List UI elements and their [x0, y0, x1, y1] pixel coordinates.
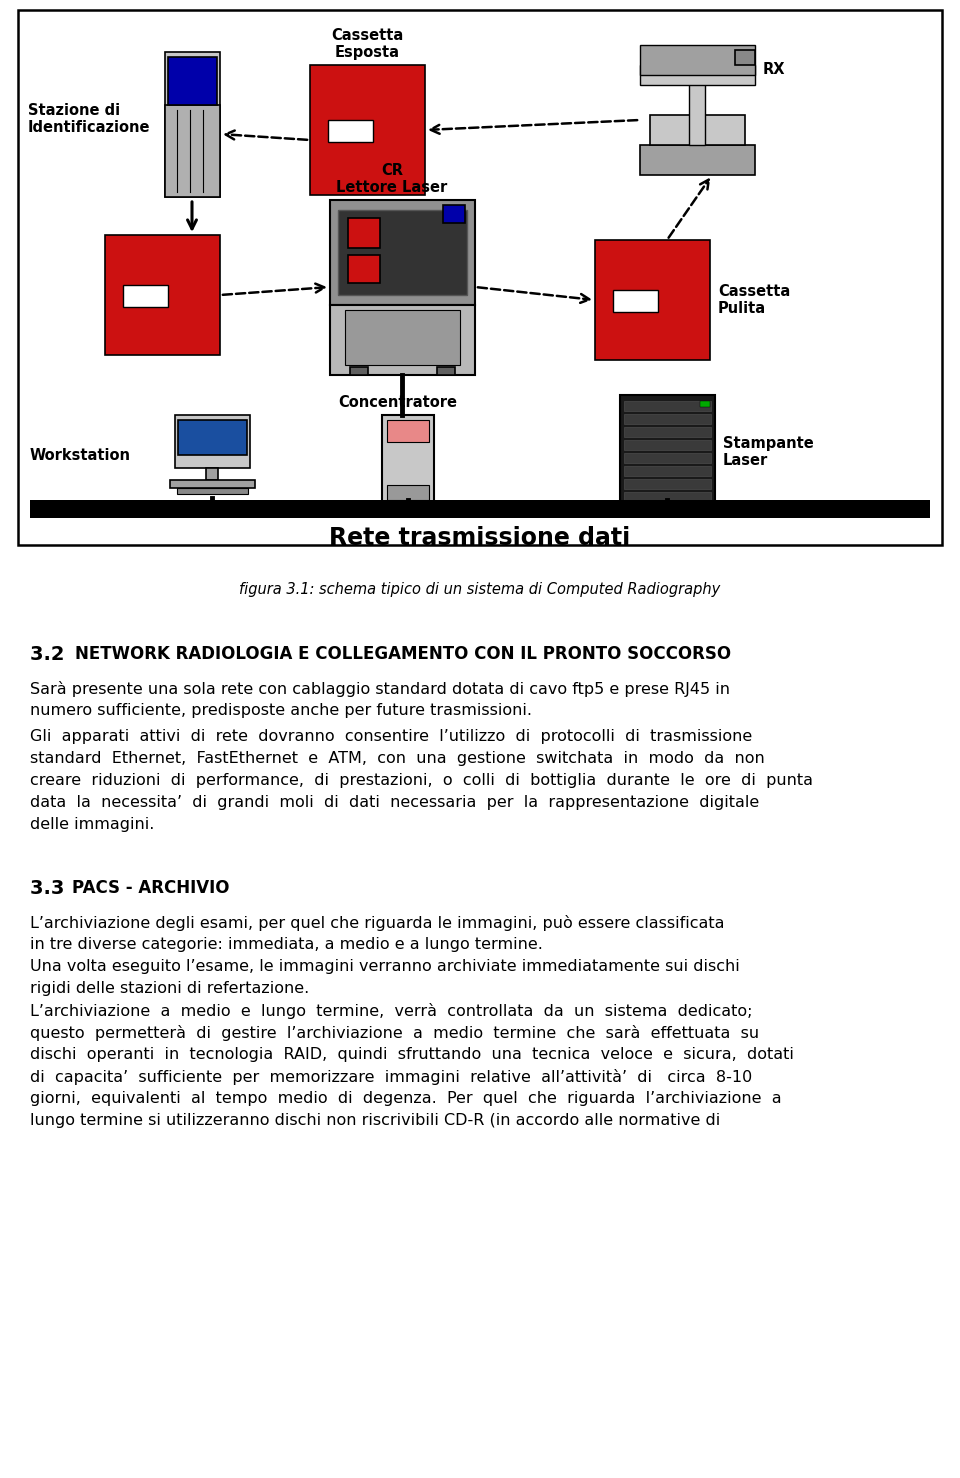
Text: Workstation: Workstation [30, 448, 131, 463]
Bar [310, 65, 425, 195]
Bar [338, 210, 467, 296]
Bar [624, 492, 711, 503]
Text: 3.2: 3.2 [30, 644, 78, 664]
Bar [165, 52, 220, 197]
Text: Stazione di
Identificazione: Stazione di Identificazione [28, 103, 151, 134]
Text: 3.3: 3.3 [30, 879, 78, 899]
Text: data  la  necessita’  di  grandi  moli  di  dati  necessaria  per  la  rappresen: data la necessita’ di grandi moli di dat… [30, 795, 759, 810]
Bar [177, 488, 248, 494]
Bar [624, 479, 711, 489]
Text: Cassetta
Pulita: Cassetta Pulita [718, 284, 790, 316]
Text: rigidi delle stazioni di refertazione.: rigidi delle stazioni di refertazione. [30, 981, 309, 996]
Bar [348, 256, 380, 282]
Text: Sarà presente una sola rete con cablaggio standard dotata di cavo ftp5 e prese R: Sarà presente una sola rete con cablaggi… [30, 681, 730, 698]
Bar [175, 415, 250, 469]
Text: Gli  apparati  attivi  di  rete  dovranno  consentire  l’utilizzo  di  protocoll: Gli apparati attivi di rete dovranno con… [30, 729, 753, 743]
Text: questo  permetterà  di  gestire  l’archiviazione  a  medio  termine  che  sarà  : questo permetterà di gestire l’archiviaz… [30, 1026, 759, 1041]
Text: L’archiviazione degli esami, per quel che riguarda le immagini, può essere class: L’archiviazione degli esami, per quel ch… [30, 915, 725, 931]
Bar [387, 420, 429, 442]
Text: dischi  operanti  in  tecnologia  RAID,  quindi  sfruttando  una  tecnica  veloc: dischi operanti in tecnologia RAID, quin… [30, 1046, 794, 1063]
Bar [382, 415, 434, 505]
Text: giorni,  equivalenti  al  tempo  medio  di  degenza.  Per  quel  che  riguarda  : giorni, equivalenti al tempo medio di de… [30, 1091, 781, 1106]
Text: Stampante
Laser: Stampante Laser [723, 436, 814, 469]
Bar [330, 304, 475, 375]
Text: Rete trasmissione dati: Rete trasmissione dati [329, 526, 631, 550]
Bar [640, 65, 755, 86]
Bar [624, 401, 711, 411]
Bar [437, 367, 455, 375]
Bar [443, 205, 465, 223]
Text: di  capacita’  sufficiente  per  memorizzare  immagini  relative  all’attività’ : di capacita’ sufficiente per memorizzare… [30, 1069, 753, 1085]
Bar [178, 420, 247, 455]
Text: figura 3.1: schema tipico di un sistema di Computed Radiography: figura 3.1: schema tipico di un sistema … [239, 582, 721, 597]
Text: CR
Lettore Laser: CR Lettore Laser [336, 163, 447, 195]
Text: lungo termine si utilizzeranno dischi non riscrivibili CD-R (in accordo alle nor: lungo termine si utilizzeranno dischi no… [30, 1113, 720, 1128]
Bar [595, 239, 710, 361]
Bar [165, 105, 220, 197]
Bar [700, 401, 710, 406]
Text: L’archiviazione  a  medio  e  lungo  termine,  verrà  controllata  da  un  siste: L’archiviazione a medio e lungo termine,… [30, 1004, 753, 1018]
Bar [330, 200, 475, 304]
Bar [640, 44, 755, 75]
Text: numero sufficiente, predisposte anche per future trasmissioni.: numero sufficiente, predisposte anche pe… [30, 704, 532, 718]
Bar [123, 285, 168, 307]
Bar [328, 120, 373, 142]
Bar [345, 310, 460, 365]
Bar [30, 500, 930, 517]
Text: creare  riduzioni  di  performance,  di  prestazioni,  o  colli  di  bottiglia  : creare riduzioni di performance, di pres… [30, 773, 813, 788]
Bar [168, 58, 217, 105]
Text: Cassetta
Esposta: Cassetta Esposta [331, 28, 403, 61]
Bar [640, 145, 755, 174]
Text: Concentratore: Concentratore [339, 395, 458, 409]
Text: delle immagini.: delle immagini. [30, 817, 155, 832]
Bar [624, 452, 711, 463]
Bar [620, 395, 715, 510]
Bar [624, 414, 711, 424]
Text: in tre diverse categorie: immediata, a medio e a lungo termine.: in tre diverse categorie: immediata, a m… [30, 937, 542, 952]
Bar [735, 50, 755, 65]
Bar [348, 217, 380, 248]
Text: PACS - ARCHIVIO: PACS - ARCHIVIO [72, 879, 229, 897]
Bar [18, 10, 942, 545]
Text: NETWORK RADIOLOGIA E COLLEGAMENTO CON IL PRONTO SOCCORSO: NETWORK RADIOLOGIA E COLLEGAMENTO CON IL… [75, 644, 732, 664]
Bar [689, 65, 705, 145]
Text: standard  Ethernet,  FastEthernet  e  ATM,  con  una  gestione  switchata  in  m: standard Ethernet, FastEthernet e ATM, c… [30, 751, 765, 766]
Bar [624, 440, 711, 449]
Bar [650, 115, 745, 145]
Bar [613, 290, 658, 312]
Bar [624, 466, 711, 476]
Bar [206, 469, 218, 480]
Bar [624, 427, 711, 437]
Bar [387, 485, 429, 500]
Bar [105, 235, 220, 355]
Bar [170, 480, 255, 488]
Text: Una volta eseguito l’esame, le immagini verranno archiviate immediatamente sui d: Una volta eseguito l’esame, le immagini … [30, 959, 740, 974]
Bar [350, 367, 368, 375]
Text: RX: RX [763, 62, 785, 77]
